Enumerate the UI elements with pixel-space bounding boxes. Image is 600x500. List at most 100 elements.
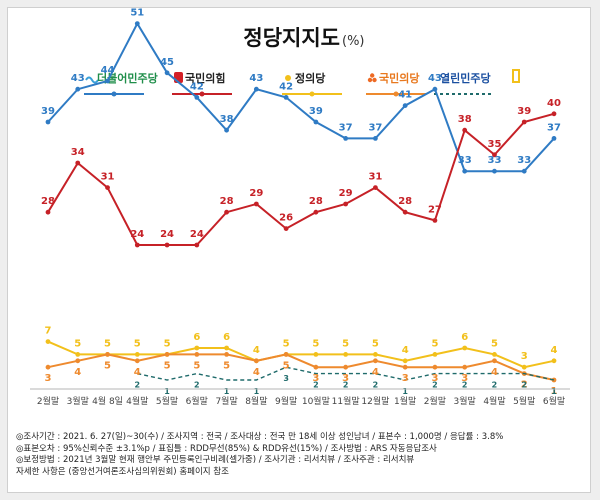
data-label: 4: [253, 345, 260, 356]
data-label: 43: [71, 73, 85, 84]
data-label: 2: [135, 381, 141, 390]
data-point: [462, 345, 468, 351]
legend-item: 정의당: [282, 71, 342, 97]
chart-title: 정당지지도: [243, 26, 340, 50]
data-point: [373, 352, 378, 357]
data-label: 3: [461, 373, 468, 384]
data-label: 41: [398, 90, 412, 101]
data-point: [313, 352, 319, 357]
data-point: [551, 136, 557, 141]
legend-label: 국민의당: [379, 71, 419, 85]
legend-label: 열린민주당: [440, 71, 491, 85]
data-label: 34: [71, 147, 85, 158]
data-point: [462, 364, 468, 370]
data-point: [194, 95, 200, 100]
data-label: 39: [517, 106, 531, 117]
data-label: 28: [220, 196, 234, 207]
series-2: [45, 339, 557, 370]
data-point: [551, 377, 557, 383]
data-point: [224, 352, 229, 357]
data-point: [75, 358, 81, 364]
legend-marker: [309, 91, 315, 97]
data-point: [402, 364, 408, 370]
data-point: [432, 218, 438, 223]
data-point: [492, 352, 497, 357]
data-label: 28: [309, 196, 323, 207]
data-point: [283, 95, 289, 100]
data-label: 29: [249, 188, 263, 199]
data-label: 4: [402, 345, 409, 356]
data-point: [343, 352, 349, 357]
data-label: 2: [432, 381, 438, 390]
x-tick-label: 12월말: [361, 395, 389, 407]
data-label: 27: [428, 204, 442, 215]
data-label: 51: [130, 8, 144, 19]
data-label: 28: [41, 196, 55, 207]
data-point: [224, 127, 229, 133]
data-point: [402, 209, 408, 215]
data-label: 42: [279, 81, 293, 92]
data-point: [105, 185, 110, 191]
data-label: 24: [160, 229, 174, 240]
data-label: 37: [368, 122, 382, 133]
x-tick-label: 4월말: [126, 395, 148, 407]
data-point: [45, 339, 51, 344]
party-logo-icon: [285, 75, 291, 81]
data-point: [313, 209, 319, 215]
footnote-line: ◎조사기간 : 2021. 6. 27(일)~30(수) / 조사지역 : 전국…: [16, 432, 504, 442]
data-label: 4: [253, 367, 260, 378]
data-point: [134, 21, 140, 26]
data-label: 5: [193, 360, 200, 371]
data-label: 3: [45, 373, 52, 384]
data-point: [551, 358, 557, 364]
party-logo-icon: [85, 76, 99, 84]
data-label: 1: [164, 387, 170, 396]
series-4: [137, 366, 555, 381]
data-point: [75, 352, 81, 357]
data-label: 2: [521, 381, 527, 390]
data-point: [521, 119, 527, 125]
data-point: [134, 242, 140, 248]
data-label: 5: [104, 338, 111, 349]
data-point: [224, 209, 229, 215]
data-point: [75, 86, 81, 92]
data-label: 1: [551, 386, 558, 397]
data-label: 26: [279, 213, 293, 224]
x-tick-label: 1월말: [394, 395, 416, 407]
data-label: 24: [190, 229, 204, 240]
data-point: [194, 345, 200, 351]
data-point: [432, 364, 438, 370]
x-tick-label: 5월말: [156, 395, 178, 407]
legend-item: 더불어민주당: [84, 71, 158, 97]
flag-icon: [512, 69, 520, 83]
data-label: 2: [492, 381, 498, 390]
data-point: [164, 352, 170, 357]
data-label: 5: [283, 338, 290, 349]
data-label: 2: [521, 380, 528, 391]
data-label: 39: [309, 106, 323, 117]
data-label: 2: [373, 381, 379, 390]
data-label: 1: [402, 387, 408, 396]
data-point: [373, 358, 378, 364]
data-label: 1: [551, 387, 557, 396]
data-point: [521, 364, 527, 370]
data-label: 4: [372, 367, 379, 378]
legend-item: 열린민주당: [434, 69, 520, 95]
data-label: 7: [45, 326, 52, 337]
x-tick-label: 3월말: [67, 395, 89, 407]
data-label: 37: [339, 122, 353, 133]
series-line: [47, 353, 555, 381]
data-point: [134, 352, 140, 357]
data-label: 5: [223, 360, 230, 371]
data-label: 33: [488, 155, 502, 166]
data-label: 38: [220, 114, 234, 125]
data-point: [164, 242, 170, 248]
data-label: 3: [431, 373, 438, 384]
data-point: [194, 352, 200, 357]
data-label: 5: [491, 338, 498, 349]
data-label: 40: [547, 98, 561, 109]
data-label: 6: [223, 332, 230, 343]
data-label: 3: [402, 373, 409, 384]
data-label: 6: [193, 332, 200, 343]
data-point: [45, 209, 51, 215]
